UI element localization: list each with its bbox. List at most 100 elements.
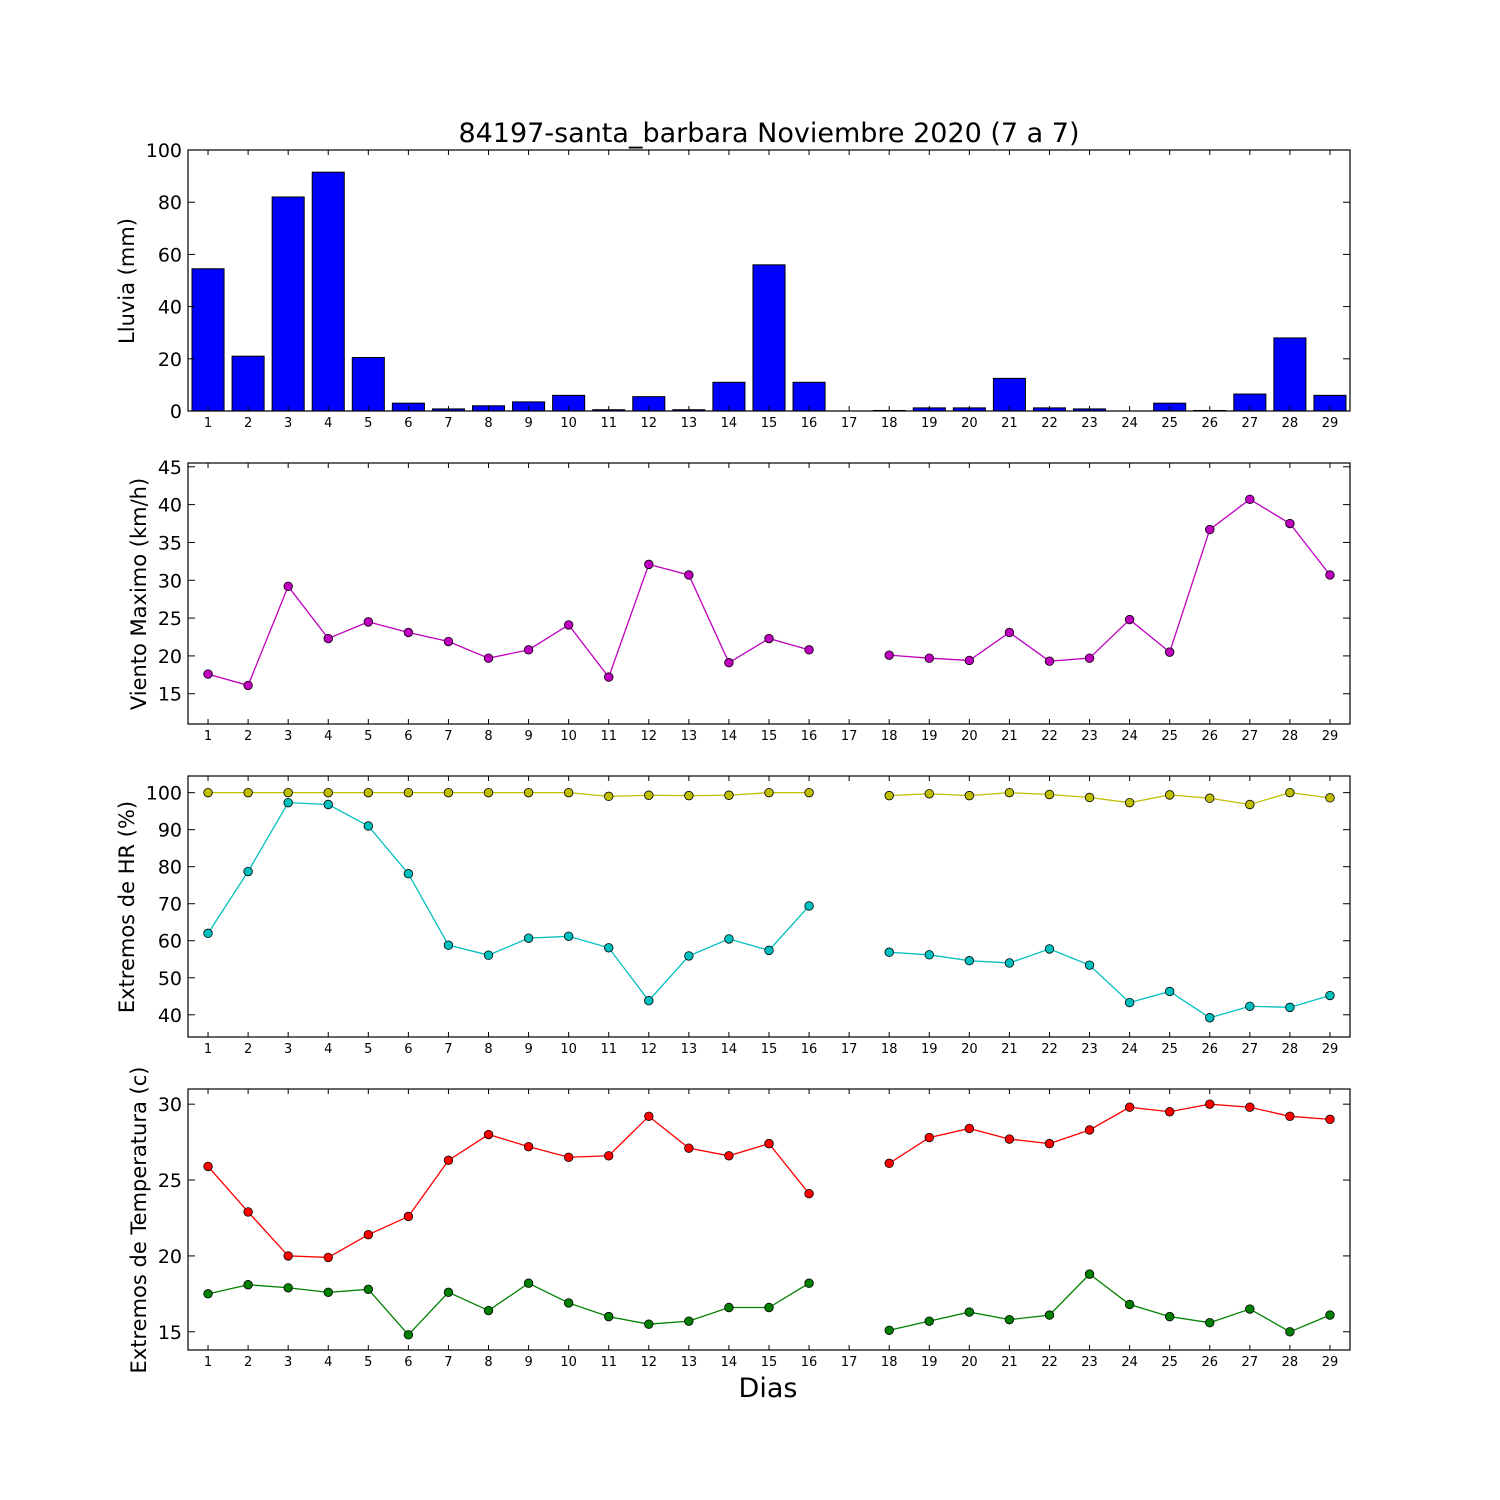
point-hr-s1-day-20 (964, 956, 975, 966)
point-temp-s1-day-2 (243, 1280, 253, 1290)
xtick-label-lluvia-6: 6 (404, 416, 412, 431)
ytick-label-viento-30: 30 (158, 570, 182, 592)
ytick-label-hr-70: 70 (158, 894, 182, 916)
point-hr-s1-day-1 (203, 928, 213, 939)
xtick-label-hr-8: 8 (484, 1042, 492, 1057)
point-temp-s0-day-9 (523, 1141, 534, 1152)
point-hr-s0-day-14 (724, 790, 734, 800)
ytick-label-hr-50: 50 (158, 968, 182, 990)
xtick-label-lluvia-24: 24 (1121, 416, 1138, 431)
line-viento-series-0 (207, 498, 1331, 687)
xtick-label-lluvia-15: 15 (761, 416, 778, 431)
point-hr-s1-day-12 (644, 996, 654, 1006)
xtick-label-hr-28: 28 (1282, 1042, 1299, 1057)
bar-lluvia-day-5 (351, 356, 385, 412)
point-temp-s0-day-16 (804, 1189, 814, 1199)
point-hr-s1-day-9 (523, 933, 534, 943)
point-temp-s0-day-25 (1164, 1107, 1175, 1117)
point-temp-s0-day-12 (644, 1111, 654, 1122)
xtick-label-temp-13: 13 (681, 1355, 698, 1370)
axes-frame-hr (187, 775, 1351, 1038)
xtick-label-lluvia-1: 1 (204, 416, 212, 431)
point-temp-s0-day-21 (1004, 1134, 1015, 1144)
xtick-label-viento-17: 17 (841, 729, 858, 744)
axes-frame-viento (187, 462, 1351, 725)
point-temp-s0-day-6 (403, 1211, 414, 1222)
xtick-label-lluvia-4: 4 (324, 416, 332, 431)
xtick-label-temp-12: 12 (641, 1355, 658, 1370)
xtick-label-hr-26: 26 (1201, 1042, 1218, 1057)
xtick-label-viento-25: 25 (1161, 729, 1178, 744)
ytick-label-viento-35: 35 (158, 532, 182, 554)
point-temp-s0-day-15 (764, 1138, 774, 1149)
point-temp-s1-day-22 (1044, 1310, 1055, 1320)
xtick-label-temp-20: 20 (961, 1355, 978, 1370)
xtick-label-viento-4: 4 (324, 729, 332, 744)
xtick-label-temp-5: 5 (364, 1355, 372, 1370)
point-temp-s1-day-18 (884, 1325, 894, 1335)
point-temp-s0-day-1 (203, 1161, 213, 1172)
ytick-label-viento-40: 40 (158, 495, 182, 517)
point-hr-s0-day-23 (1084, 792, 1095, 803)
point-temp-s0-day-5 (363, 1229, 374, 1240)
xtick-label-viento-1: 1 (204, 729, 212, 744)
xtick-label-lluvia-19: 19 (921, 416, 938, 431)
xtick-label-viento-26: 26 (1201, 729, 1218, 744)
point-temp-s0-day-26 (1205, 1099, 1215, 1109)
bar-lluvia-day-21 (992, 377, 1026, 412)
point-hr-s0-day-19 (924, 789, 934, 799)
point-temp-s1-day-15 (764, 1302, 774, 1313)
xtick-label-lluvia-2: 2 (244, 416, 252, 431)
xtick-label-temp-10: 10 (560, 1355, 577, 1370)
xtick-label-lluvia-8: 8 (484, 416, 492, 431)
ytick-label-viento-45: 45 (158, 457, 182, 479)
point-temp-s1-day-10 (563, 1298, 574, 1308)
point-temp-s0-day-2 (243, 1207, 253, 1217)
ytick-label-temp-25: 25 (158, 1170, 182, 1192)
point-temp-s0-day-24 (1124, 1102, 1135, 1112)
panel-viento: Viento Maximo (km/h) 1 2 3 4 5 6 7 8 9 10 11 12 13 14… (127, 457, 1351, 744)
xtick-label-hr-15: 15 (761, 1042, 778, 1057)
xtick-label-hr-3: 3 (284, 1042, 292, 1057)
ytick-label-viento-25: 25 (158, 608, 182, 630)
bar-lluvia-day-4 (311, 171, 345, 412)
point-viento-s0-day-9 (523, 645, 534, 655)
point-temp-s1-day-29 (1325, 1310, 1335, 1320)
xtick-label-lluvia-5: 5 (364, 416, 372, 431)
point-hr-s0-day-20 (964, 790, 975, 801)
point-temp-s0-day-27 (1245, 1102, 1255, 1112)
point-viento-s0-day-26 (1205, 524, 1215, 535)
point-temp-s0-day-18 (884, 1158, 894, 1169)
x-axis-label: Dias (739, 1373, 798, 1404)
xtick-label-viento-13: 13 (681, 729, 698, 744)
point-hr-s1-day-22 (1044, 944, 1055, 954)
line-temp-series-1 (207, 1273, 1331, 1336)
point-temp-s0-day-22 (1044, 1138, 1055, 1149)
xtick-label-hr-14: 14 (721, 1042, 738, 1057)
bar-lluvia-day-28 (1273, 337, 1307, 412)
xtick-label-lluvia-25: 25 (1161, 416, 1178, 431)
point-hr-s0-day-3 (283, 787, 293, 798)
point-hr-s1-day-6 (403, 869, 414, 879)
point-hr-s1-day-24 (1124, 997, 1135, 1008)
xtick-label-hr-22: 22 (1041, 1042, 1058, 1057)
point-hr-s0-day-1 (203, 787, 213, 798)
point-temp-s0-day-11 (604, 1151, 614, 1161)
point-hr-s1-day-25 (1164, 986, 1175, 997)
point-viento-s0-day-8 (483, 653, 494, 663)
ytick-label-temp-15: 15 (158, 1322, 182, 1344)
point-hr-s1-day-7 (443, 940, 454, 950)
xtick-label-viento-28: 28 (1282, 729, 1299, 744)
xtick-label-viento-9: 9 (524, 729, 532, 744)
point-hr-s0-day-12 (644, 790, 654, 800)
xtick-label-temp-4: 4 (324, 1355, 332, 1370)
panel-lluvia: Lluvia (mm) 1 2 3 4 5 6 7 8 9 10 11 12 13 14 15 16 17 18 1… (115, 140, 1351, 431)
point-temp-s1-day-3 (283, 1283, 293, 1293)
point-temp-s0-day-10 (563, 1152, 574, 1162)
point-viento-s0-day-18 (884, 650, 894, 660)
xtick-label-hr-4: 4 (324, 1042, 332, 1057)
point-viento-s0-day-22 (1044, 656, 1055, 666)
point-viento-s0-day-2 (243, 680, 253, 691)
point-viento-s0-day-14 (724, 658, 734, 668)
